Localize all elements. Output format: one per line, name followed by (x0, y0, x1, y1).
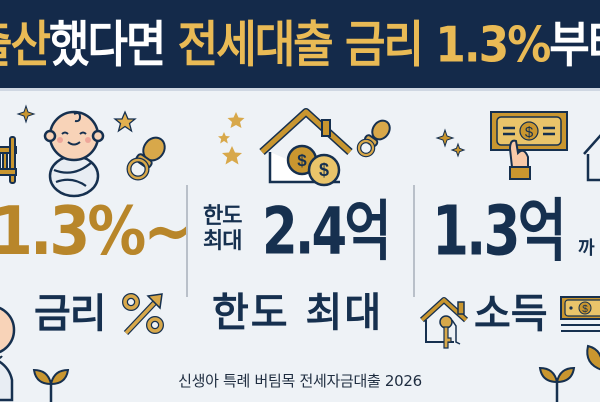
leaf-icon (586, 344, 600, 371)
svg-text:$: $ (582, 304, 588, 315)
title-part-birth: 출산 (0, 16, 51, 75)
page-title: 출산했다면 전세대출 금리 1.3%부터 (0, 16, 600, 75)
limit-headline: 2.4억 (262, 193, 392, 270)
baby-peek-icon (0, 306, 16, 402)
header-divider (0, 88, 600, 91)
title-part-from: 부터 (549, 16, 600, 75)
sprout-icon-2 (538, 366, 576, 402)
title-banner: 출산했다면 전세대출 금리 1.3%부터 (0, 0, 600, 88)
rate-label: 금리 (34, 291, 107, 337)
stars-cluster-icon (218, 112, 245, 165)
house-outline-icon (583, 134, 600, 182)
panel-divider-2 (413, 185, 415, 297)
income-headline: 1.3억 (432, 192, 567, 272)
house-key-icon (419, 297, 469, 349)
pacifier-icon-2 (356, 119, 391, 158)
sparkle-icon (16, 104, 36, 124)
panel-divider-1 (186, 185, 188, 297)
house-money-icon: $ $ (259, 108, 353, 187)
svg-text:$: $ (297, 151, 307, 170)
svg-text:$: $ (525, 124, 534, 141)
star-icon (113, 110, 137, 133)
percent-up-arrow-icon (122, 293, 164, 336)
crib-icon (0, 136, 17, 184)
footer-caption: 신생아 특례 버팀목 전세자금대출 2026 (178, 372, 422, 390)
income-label: 소득 (474, 291, 548, 337)
svg-text:$: $ (319, 160, 329, 180)
limit-prefix-line1: 한도 (203, 204, 242, 229)
title-part-rate: 전세대출 금리 1.3% (177, 16, 552, 75)
limit-label: 한도 최대 (212, 290, 384, 336)
cash-stack-icon: $ (560, 296, 600, 332)
income-suffix: 까 (578, 238, 595, 259)
limit-prefix-line2: 최대 (203, 229, 242, 254)
baby-icon (43, 110, 105, 198)
limit-prefix: 한도 최대 (203, 204, 242, 254)
sparkles-icon (435, 128, 466, 158)
hand-cash-icon: $ (490, 111, 568, 180)
pacifier-icon (126, 136, 166, 181)
title-part-if: 했다면 (48, 16, 178, 75)
sprout-icon (32, 368, 70, 402)
rate-headline: 1.3%~ (0, 192, 193, 272)
